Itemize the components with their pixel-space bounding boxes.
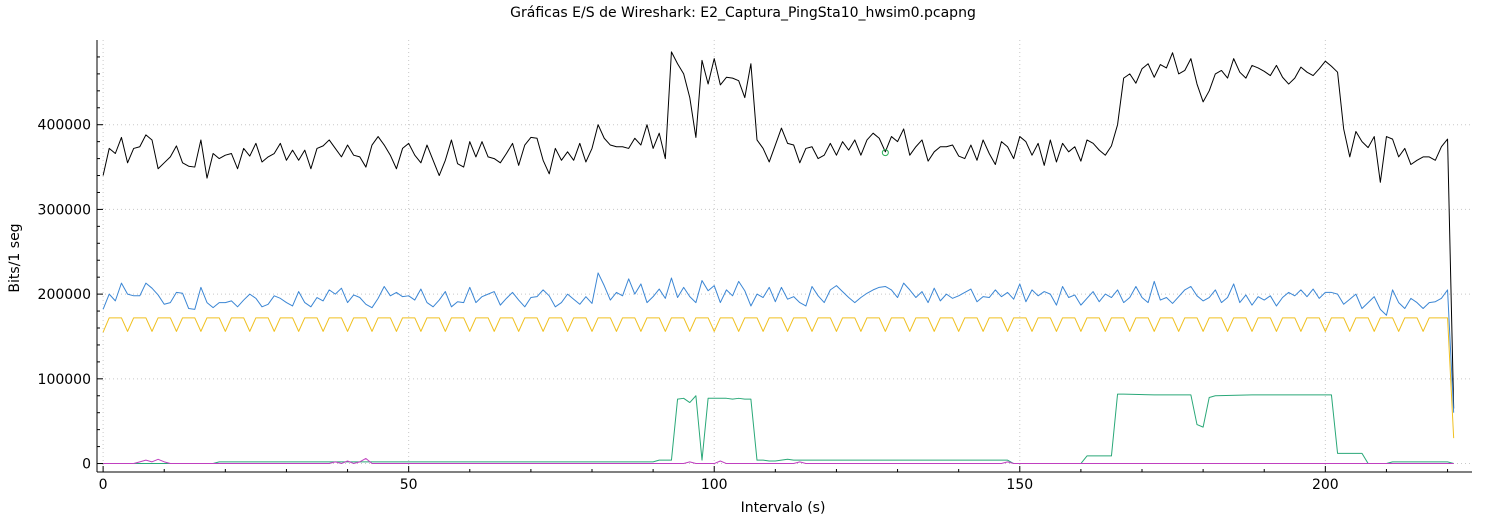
ticks-layer: 0 50 100 150 200 0 100000 200000 300000 400000 xyxy=(38,56,1449,493)
x-tick-label: 100 xyxy=(701,477,728,493)
y-tick-label: 400000 xyxy=(38,118,91,134)
chart-title: Gráficas E/S de Wireshark: E2_Captura_Pi… xyxy=(510,5,976,21)
x-tick-label: 50 xyxy=(400,477,418,493)
x-tick-label: 200 xyxy=(1312,477,1339,493)
y-axis-label: Bits/1 seg xyxy=(7,223,23,292)
y-tick-label: 200000 xyxy=(38,287,91,303)
grid-layer xyxy=(97,40,1472,472)
marker-layer xyxy=(881,149,889,157)
series-line-1 xyxy=(102,51,1455,409)
x-axis-label: Intervalo (s) xyxy=(741,500,826,516)
y-tick-label: 100000 xyxy=(38,372,91,388)
axes-layer xyxy=(96,40,1472,473)
selection-marker xyxy=(881,149,889,157)
series-line-3 xyxy=(102,317,1455,439)
y-tick-label: 0 xyxy=(82,457,91,473)
series-line-2 xyxy=(102,272,1455,413)
x-tick-label: 0 xyxy=(99,477,108,493)
series-line-5 xyxy=(103,457,1454,465)
x-tick-label: 150 xyxy=(1006,477,1033,493)
series-line-4 xyxy=(103,393,1454,465)
y-tick-label: 300000 xyxy=(38,202,91,218)
series-layer xyxy=(102,51,1455,465)
